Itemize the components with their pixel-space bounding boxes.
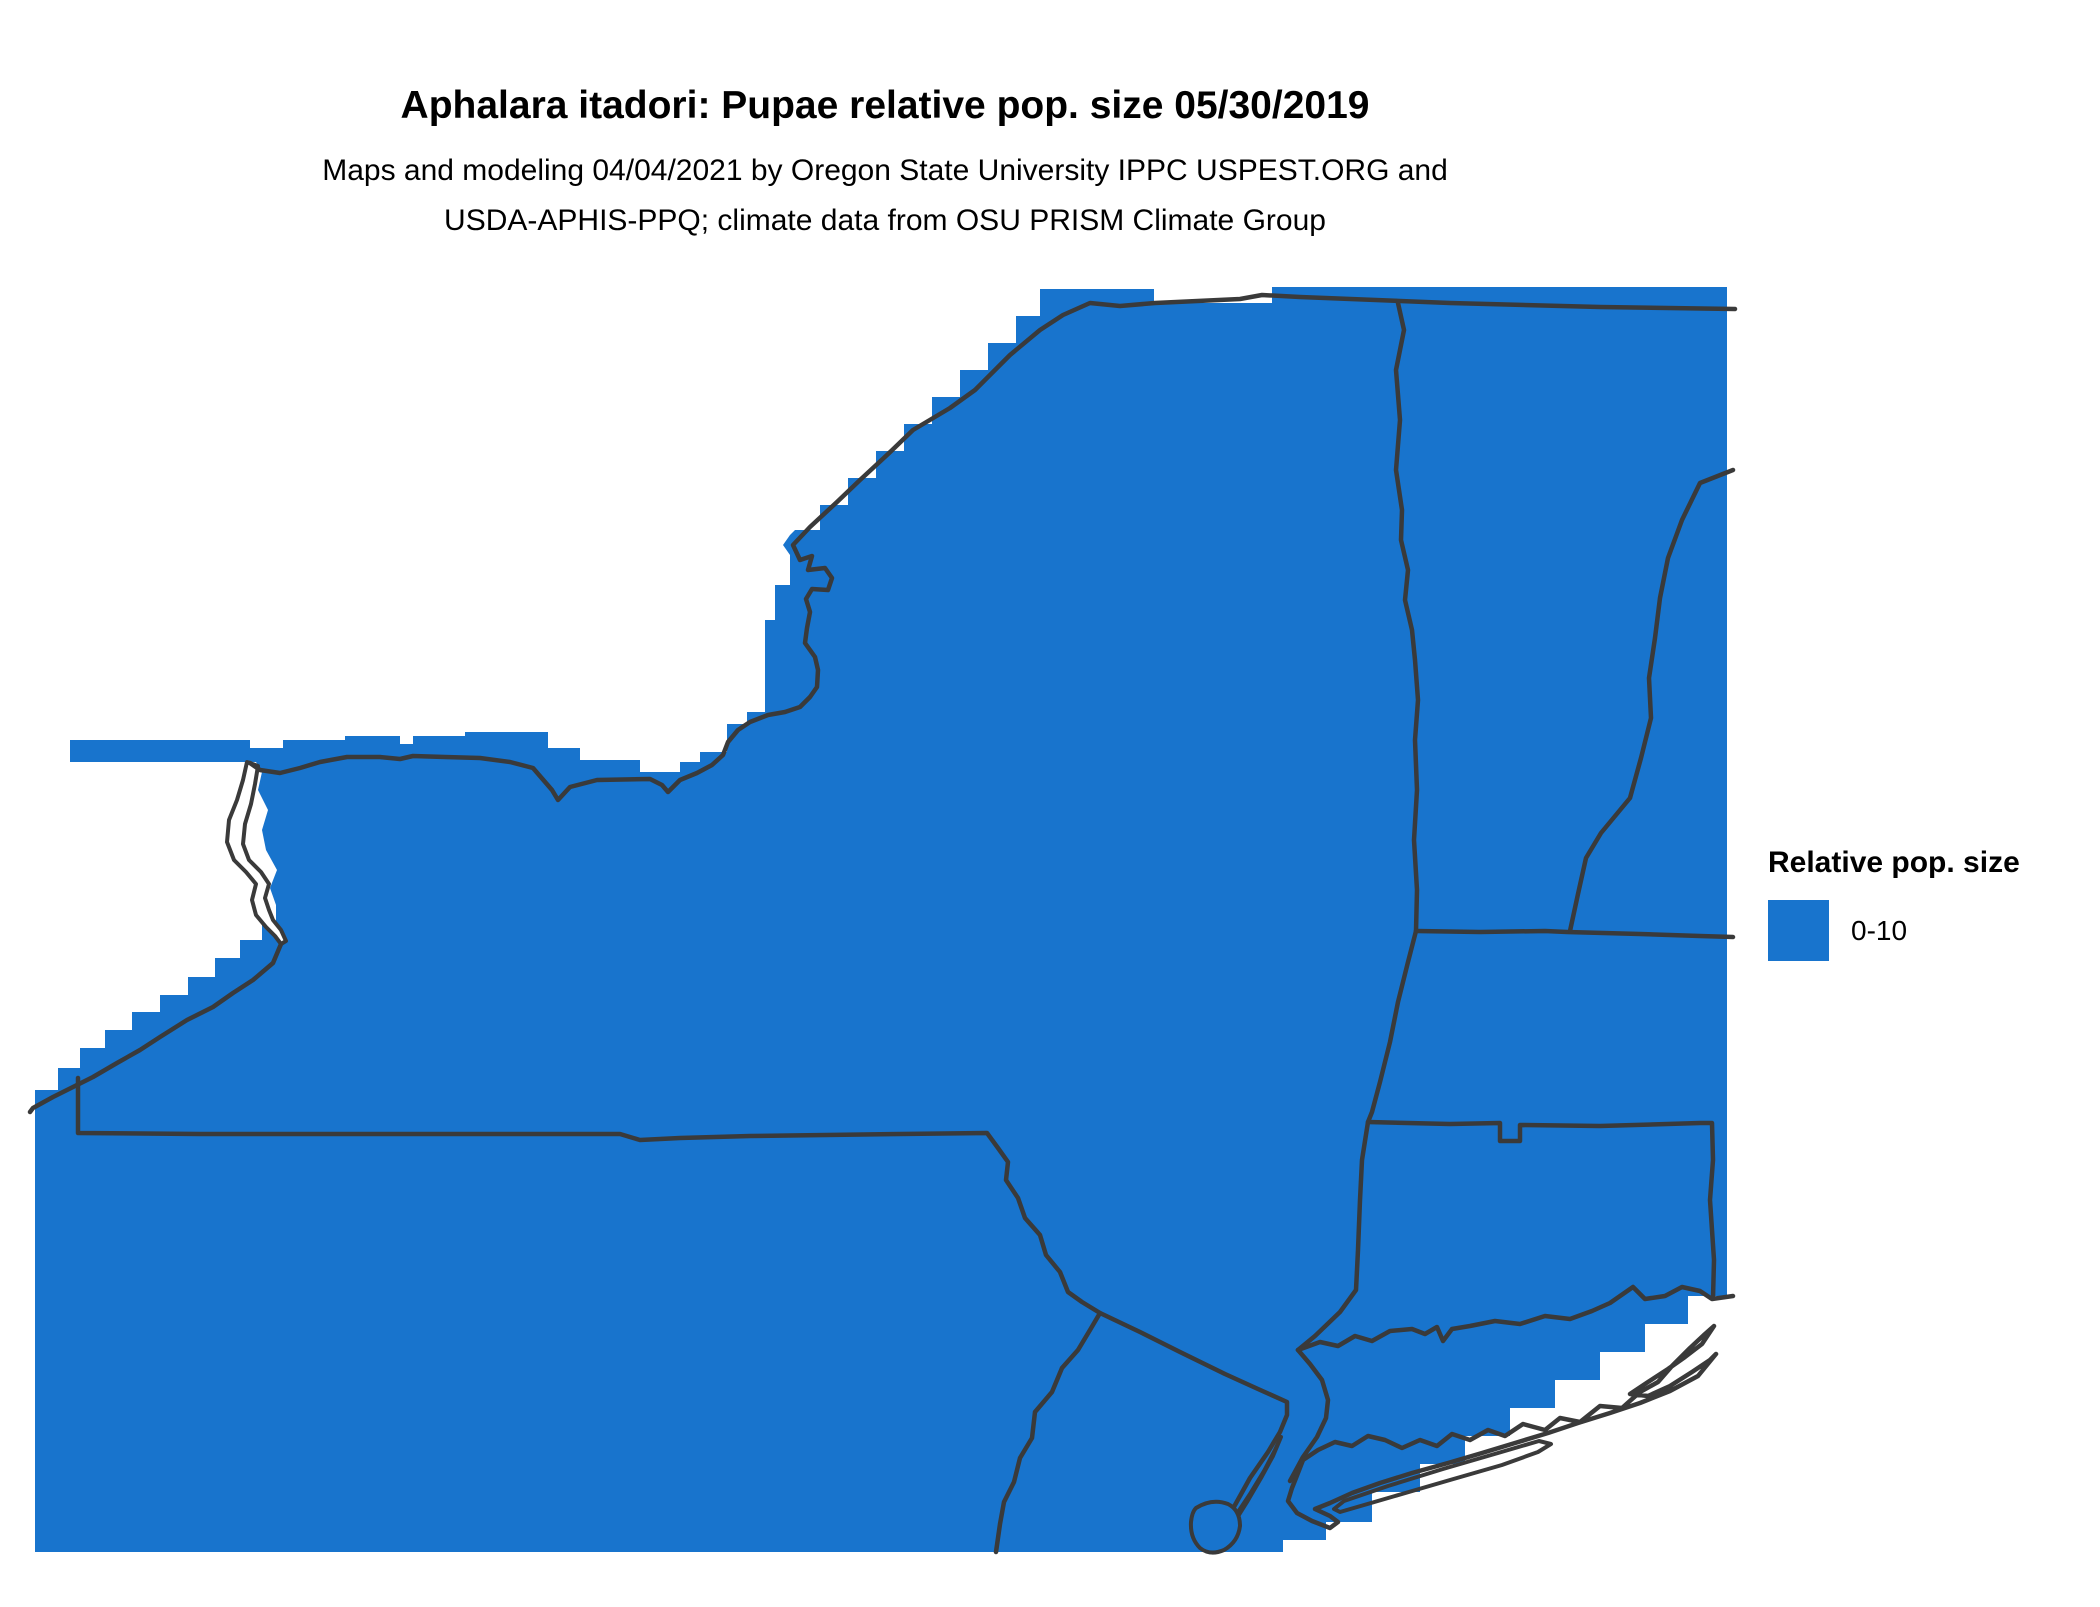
subtitle-line-2: USDA-APHIS-PPQ; climate data from OSU PR… (444, 203, 1326, 237)
legend-title: Relative pop. size (1768, 846, 2020, 879)
pennsylvania-border-delaware-river (75, 1075, 1103, 1555)
staten-island-outline (1188, 1499, 1242, 1555)
legend-item: 0-10 (1768, 900, 2088, 961)
long-island-outline (1285, 1323, 1719, 1531)
legend-item-label: 0-10 (1851, 914, 1908, 946)
lake-ontario-erie-coastline (27, 292, 1738, 1115)
newyork-mass-conn-border (1295, 928, 1419, 1353)
legend: Relative pop. size 0-10 (1768, 846, 2088, 961)
connecticut-coastline (1295, 1284, 1736, 1353)
connecticut-river (1567, 467, 1736, 934)
westchester-sound-shore (1287, 1347, 1331, 1484)
vermont-massachusetts-border (1413, 928, 1736, 940)
raster-population-area (35, 287, 1727, 1552)
legend-swatch-0-10 (1768, 900, 1829, 961)
barrier-island-outline (1332, 1439, 1553, 1514)
page-title: Aphalara itadori: Pupae relative pop. si… (400, 84, 1370, 127)
niagara-river-channel (225, 760, 288, 946)
page-subtitle: Maps and modeling 04/04/2021 by Oregon S… (0, 146, 1770, 246)
mass-conn-rhodeisland-border (1365, 1119, 1717, 1301)
vermont-border (1393, 300, 1421, 934)
subtitle-line-1: Maps and modeling 04/04/2021 by Oregon S… (322, 154, 1448, 187)
